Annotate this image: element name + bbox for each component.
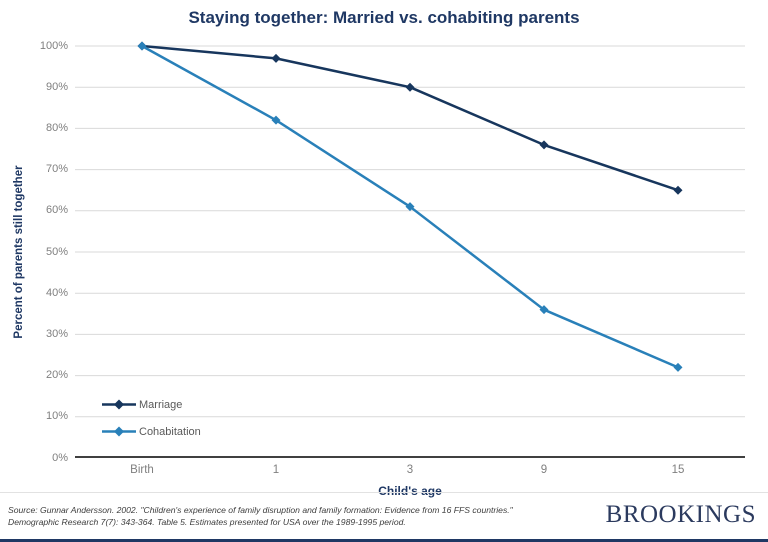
line-chart bbox=[75, 41, 745, 418]
legend-item-marriage: Marriage bbox=[102, 391, 201, 418]
x-tick-label: 1 bbox=[272, 464, 280, 476]
x-axis-title: Child's age bbox=[378, 484, 442, 498]
y-tick-label: 20% bbox=[45, 369, 68, 382]
y-tick-label: 80% bbox=[45, 121, 68, 134]
footer-divider bbox=[0, 492, 768, 493]
source-line-1: Source: Gunnar Andersson. 2002. "Childre… bbox=[8, 505, 513, 515]
y-tick-label: 60% bbox=[45, 204, 68, 217]
legend-label-cohabitation: Cohabitation bbox=[139, 425, 201, 438]
source-citation: Source: Gunnar Andersson. 2002. "Childre… bbox=[8, 505, 608, 528]
x-tick-label: 15 bbox=[671, 464, 685, 476]
y-tick-label: 10% bbox=[45, 410, 68, 423]
y-tick-label: 30% bbox=[45, 327, 68, 340]
legend-item-cohabitation: Cohabitation bbox=[102, 418, 201, 445]
x-tick-label: 9 bbox=[540, 464, 548, 476]
bottom-border-bar bbox=[0, 539, 768, 542]
y-tick-label: 50% bbox=[45, 245, 68, 258]
legend-label-marriage: Marriage bbox=[139, 398, 183, 411]
source-line-2: Demographic Research 7(7): 343-364. Tabl… bbox=[8, 516, 406, 527]
plot-area bbox=[75, 41, 745, 458]
y-tick-label: 0% bbox=[52, 451, 68, 464]
y-tick-label: 90% bbox=[45, 80, 68, 93]
cohabitation-line-marker-icon bbox=[102, 426, 136, 437]
x-tick-label: 3 bbox=[406, 464, 414, 476]
brookings-logo: BROOKINGS bbox=[605, 501, 756, 528]
x-tick-label: Birth bbox=[130, 464, 154, 476]
y-tick-label: 40% bbox=[45, 286, 68, 299]
y-tick-label: 100% bbox=[39, 39, 68, 52]
legend: Marriage Cohabitation bbox=[102, 391, 201, 445]
marriage-line-marker-icon bbox=[102, 399, 136, 410]
chart-title: Staying together: Married vs. cohabiting… bbox=[188, 8, 580, 27]
y-tick-label: 70% bbox=[45, 163, 68, 176]
